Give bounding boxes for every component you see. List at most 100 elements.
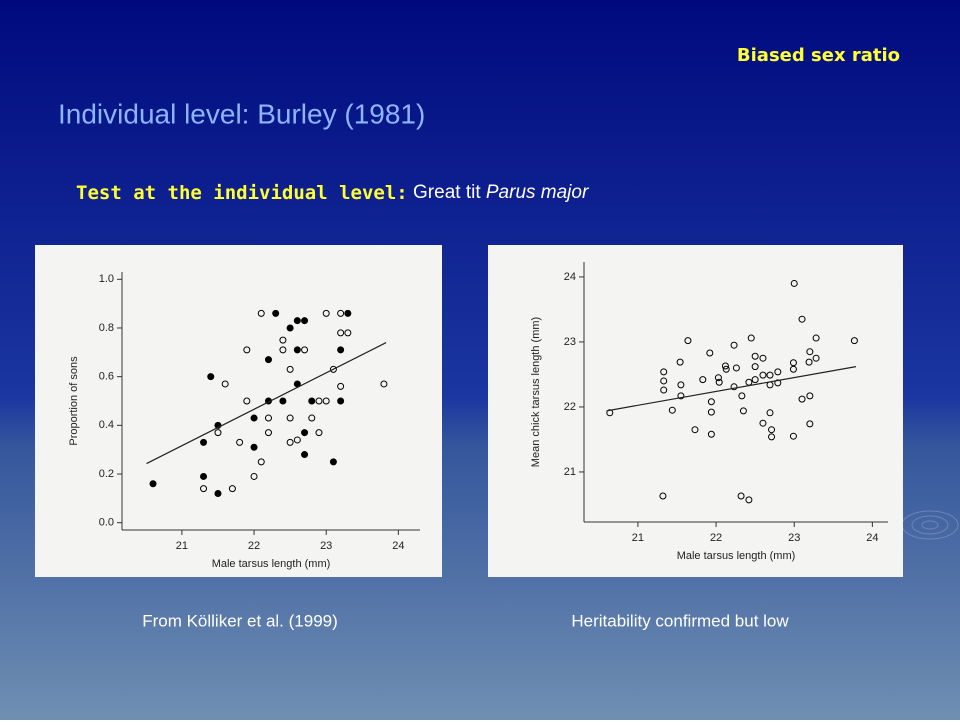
scatter-point <box>301 317 309 325</box>
scatter-point <box>257 309 265 317</box>
scatter-point <box>789 365 797 373</box>
scatter-point <box>790 279 798 287</box>
scatter-point <box>214 489 222 497</box>
scatter-point <box>850 337 858 345</box>
y-tick-label: 24 <box>564 271 576 283</box>
scatter-point <box>329 365 337 373</box>
scatter-point <box>272 309 280 317</box>
scatter-point <box>751 352 759 360</box>
scatter-point <box>676 358 684 366</box>
scatter-point <box>812 334 820 342</box>
scatter-point <box>301 451 309 459</box>
scatter-point <box>798 315 806 323</box>
x-axis-label: Male tarsus length (mm) <box>212 558 331 570</box>
scatter-point <box>293 346 301 354</box>
scatter-point <box>315 397 323 405</box>
scatter-point <box>279 397 287 405</box>
scatter-point <box>721 362 729 370</box>
y-axis-label: Mean chick tarsus length (mm) <box>530 317 542 467</box>
scatter-point <box>214 429 222 437</box>
scatter-point <box>707 408 715 416</box>
scatter-point <box>745 496 753 504</box>
scatter-point <box>250 414 258 422</box>
x-tick-label: 24 <box>392 540 404 552</box>
caption: From Kölliker et al. (1999) <box>142 611 338 630</box>
trend-line <box>146 342 387 465</box>
scatter-point <box>738 392 746 400</box>
scatter-point <box>759 354 767 362</box>
scatter-point <box>264 414 272 422</box>
chart-panel <box>35 245 442 577</box>
chart: 21 22 23 24 21 22 23 24 Male tarsus length (mm) M… <box>530 262 888 562</box>
scatter-point <box>806 420 814 428</box>
scatter-point <box>250 443 258 451</box>
y-axis-label: Proportion of sons <box>68 356 80 446</box>
scatter-point <box>257 458 265 466</box>
subtitle-bold: Test at the individual level: <box>76 182 408 204</box>
slide-title: Individual level: Burley (1981) <box>58 98 425 129</box>
y-tick-label: 0.6 <box>99 371 114 383</box>
y-tick-label: 0.0 <box>99 517 114 529</box>
scatter-point <box>228 485 236 493</box>
x-tick-label: 24 <box>866 532 878 544</box>
scatter-point <box>200 472 208 480</box>
x-axis-label: Male tarsus length (mm) <box>677 550 796 562</box>
scatter-point <box>221 380 229 388</box>
scatter-point <box>798 395 806 403</box>
scatter-point <box>737 492 745 500</box>
scatter-point <box>751 376 759 384</box>
scatter-point <box>286 414 294 422</box>
scatter-point <box>200 485 208 493</box>
scatter-point <box>715 378 723 386</box>
scatter-point <box>789 432 797 440</box>
scatter-point <box>279 336 287 344</box>
scatter-point <box>659 492 667 500</box>
x-tick-label: 23 <box>788 532 800 544</box>
scatter-point <box>732 364 740 372</box>
scatter-point <box>806 392 814 400</box>
scatter-point <box>805 358 813 366</box>
x-tick-label: 21 <box>176 540 188 552</box>
scatter-point <box>751 363 759 371</box>
scatter-point <box>286 324 294 332</box>
caption: Heritability confirmed but low <box>571 611 789 630</box>
scatter-point <box>380 380 388 388</box>
scatter-point <box>322 397 330 405</box>
y-tick-label: 0.8 <box>99 322 114 334</box>
chart-panel <box>488 245 903 577</box>
scatter-point <box>707 398 715 406</box>
y-tick-label: 22 <box>564 401 576 413</box>
y-tick-label: 21 <box>564 466 576 478</box>
scatter-point <box>286 365 294 373</box>
scatter-point <box>812 354 820 362</box>
chart: 0.0 0.2 0.4 0.6 0.8 1.0 21 22 23 24 Male tarsus le… <box>68 272 420 570</box>
y-tick-label: 23 <box>564 336 576 348</box>
x-tick-label: 23 <box>320 540 332 552</box>
scatter-point <box>699 376 707 384</box>
scatter-point <box>677 392 685 400</box>
subtitle-rest: Great tit <box>413 182 481 203</box>
scatter-point <box>774 368 782 376</box>
y-tick-label: 0.4 <box>99 419 114 431</box>
subtitle-italic: Parus major <box>486 182 589 203</box>
scatter-point <box>344 309 352 317</box>
scatter-point <box>250 472 258 480</box>
scatter-point <box>660 377 668 385</box>
scatter-point <box>337 397 345 405</box>
scatter-point <box>337 346 345 354</box>
y-tick-label: 0.2 <box>99 468 114 480</box>
scatter-point <box>660 386 668 394</box>
scatter-point <box>768 426 776 434</box>
scatter-point <box>660 368 668 376</box>
scatter-point <box>264 356 272 364</box>
scatter-point <box>286 438 294 446</box>
x-tick-label: 22 <box>248 540 260 552</box>
scatter-point <box>684 337 692 345</box>
scatter-point <box>707 430 715 438</box>
y-tick-label: 1.0 <box>99 273 114 285</box>
scatter-point <box>766 371 774 379</box>
scatter-point <box>714 374 722 382</box>
scatter-point <box>706 349 714 357</box>
scatter-point <box>691 426 699 434</box>
